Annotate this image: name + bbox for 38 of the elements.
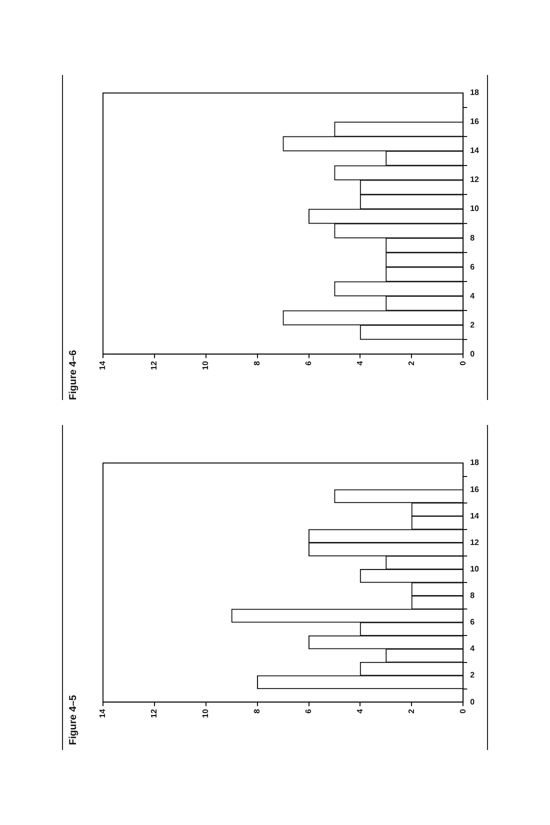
y-tick-label: 6 bbox=[470, 262, 476, 272]
x-tick-label: 14 bbox=[98, 360, 108, 370]
y-tick-label: 2 bbox=[470, 320, 476, 330]
y-tick-label: 18 bbox=[470, 88, 480, 98]
y-tick-label: 12 bbox=[470, 175, 480, 184]
y-tick-label: 8 bbox=[470, 233, 476, 242]
x-tick-label: 6 bbox=[304, 708, 313, 714]
y-tick-label: 0 bbox=[470, 697, 476, 706]
x-tick-label: 4 bbox=[355, 360, 364, 366]
y-tick-label: 10 bbox=[470, 204, 480, 214]
x-tick-label: 10 bbox=[201, 708, 210, 718]
x-tick-label: 12 bbox=[150, 708, 159, 718]
y-tick-label: 4 bbox=[470, 291, 476, 300]
x-tick-label: 2 bbox=[406, 708, 416, 714]
x-tick-label: 8 bbox=[252, 708, 262, 714]
y-tick-label: 16 bbox=[470, 117, 480, 126]
y-tick-label: 6 bbox=[470, 618, 476, 627]
x-tick-label: 10 bbox=[201, 360, 210, 370]
text: Figure 4–5 bbox=[68, 695, 79, 746]
x-tick-label: 6 bbox=[304, 360, 313, 366]
y-tick-label: 10 bbox=[470, 564, 480, 574]
y-tick-label: 14 bbox=[470, 511, 480, 520]
y-tick-label: 4 bbox=[470, 644, 476, 654]
y-tick-label: 16 bbox=[470, 484, 480, 494]
y-tick-label: 14 bbox=[470, 146, 480, 156]
y-tick-label: 12 bbox=[470, 538, 480, 547]
x-tick-label: 14 bbox=[98, 708, 108, 718]
x-tick-label: 2 bbox=[406, 360, 416, 366]
x-tick-label: 0 bbox=[458, 360, 468, 366]
x-tick-label: 0 bbox=[458, 708, 468, 714]
y-tick-label: 18 bbox=[470, 458, 480, 468]
x-tick-label: 12 bbox=[150, 360, 159, 370]
y-tick-label: 2 bbox=[470, 670, 476, 680]
x-tick-label: 4 bbox=[355, 708, 364, 714]
text: Figure 4–6 bbox=[68, 350, 79, 400]
y-tick-label: 8 bbox=[470, 591, 476, 600]
y-tick-label: 0 bbox=[470, 349, 476, 358]
x-tick-label: 8 bbox=[252, 360, 262, 366]
